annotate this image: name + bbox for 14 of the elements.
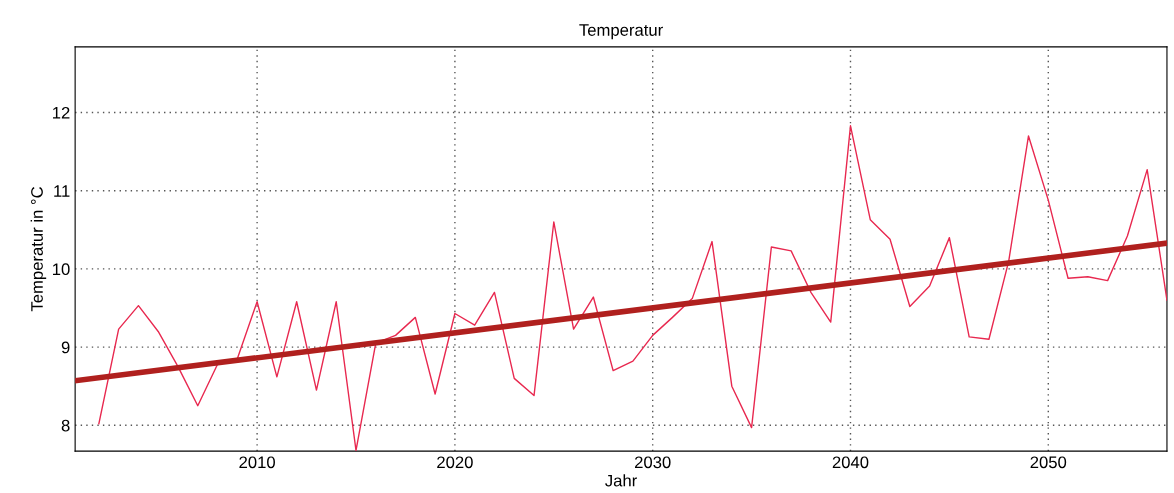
- y-tick-label: 12: [53, 106, 70, 119]
- y-tick-label: 11: [54, 185, 70, 197]
- x-axis-title: Jahr: [605, 474, 637, 487]
- y-tick-label: 10: [53, 263, 70, 276]
- y-tick-label: 8: [61, 419, 70, 432]
- x-tick-label: 2050: [1030, 456, 1067, 469]
- x-tick-label: 2020: [437, 456, 473, 469]
- line-series: [98, 125, 1167, 452]
- x-tick-label: 2010: [239, 456, 275, 469]
- x-tick-label: 2040: [832, 456, 869, 469]
- y-axis-title: Temperatur in °C: [30, 186, 47, 312]
- chart-title: Temperatur: [579, 24, 663, 40]
- y-tick-label: 9: [61, 341, 70, 354]
- x-tick-label: 2030: [635, 456, 671, 469]
